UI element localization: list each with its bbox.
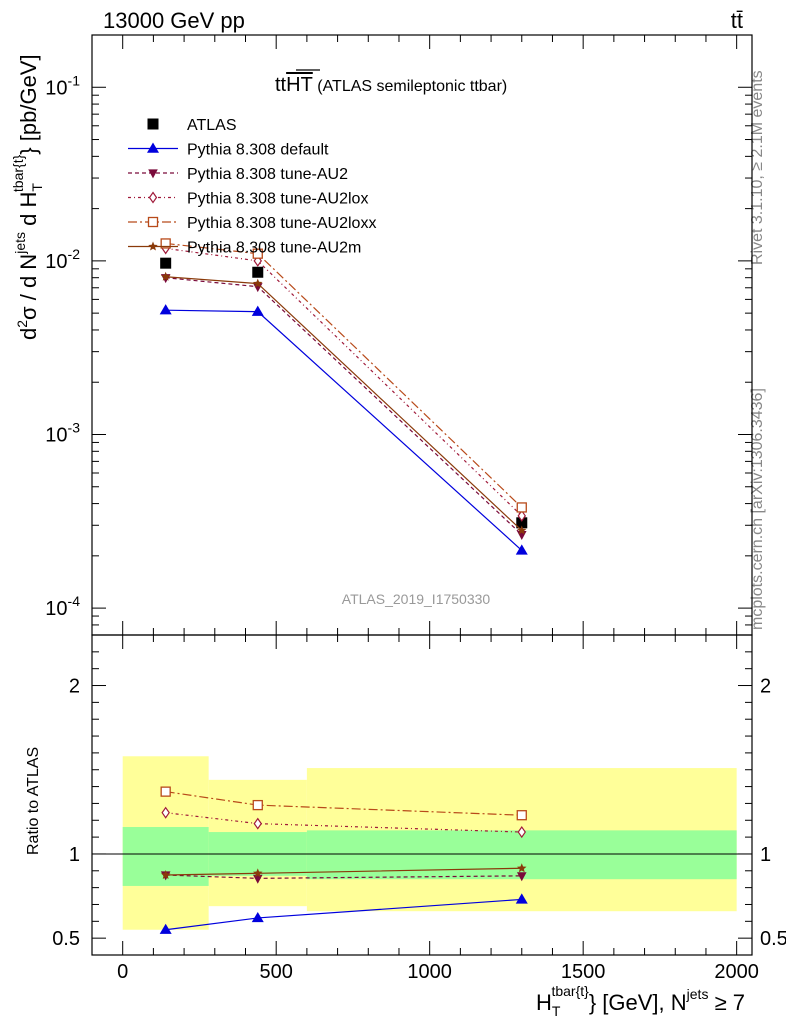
rivet-version-label: Rivet 3.1.10, ≥ 2.1M events xyxy=(749,70,766,265)
ratio-y-tick-label-right: 2 xyxy=(760,676,771,698)
ratio-point-pythia-8-308-tune-au2loxx xyxy=(516,810,527,821)
mcplots-label: mcplots.cern.ch [arXiv:1306.3436] xyxy=(749,388,766,630)
y-tick-label: 10-3 xyxy=(45,419,80,446)
data-point-pythia-8-308-tune-au2m xyxy=(517,525,527,535)
ratio-plot-frame xyxy=(91,634,753,956)
data-point-pythia-8-308-default xyxy=(159,304,172,315)
data-point-pythia-8-308-tune-au2m xyxy=(253,278,263,288)
legend-label: Pythia 8.308 tune-AU2m xyxy=(187,240,361,257)
plot-title: ttHT (ATLAS semileptonic ttbar) xyxy=(275,74,507,96)
legend-marker-atlas xyxy=(147,118,159,130)
ratio-point-pythia-8-308-tune-au2loxx xyxy=(160,786,171,797)
legend-marker-pythia-8-308-tune-au2lox xyxy=(148,191,158,204)
legend-marker-pythia-8-308-tune-au2 xyxy=(148,169,158,179)
header-right-label: tt̄ xyxy=(731,8,743,33)
data-point-pythia-8-308-tune-au2loxx xyxy=(160,238,171,249)
x-tick-label: 1000 xyxy=(407,961,452,983)
legend-label: Pythia 8.308 tune-AU2loxx xyxy=(187,215,376,232)
series-line-pythia-8-308-default xyxy=(165,309,523,551)
series-line-pythia-8-308-tune-au2 xyxy=(165,277,523,536)
ratio-point-pythia-8-308-tune-au2lox xyxy=(253,817,262,830)
data-point-pythia-8-308-default xyxy=(251,305,264,316)
ratio-point-pythia-8-308-tune-au2lox xyxy=(161,806,170,819)
x-axis-title: HTtbar{t}} [GeV], Njets ≥ 7 xyxy=(536,983,745,1019)
ratio-point-pythia-8-308-default xyxy=(515,893,528,904)
legend-label: ATLAS xyxy=(187,117,237,134)
y-axis-title: d2σ / d Njets d HTtbar{t}} [pb/GeV] xyxy=(10,54,45,340)
x-tick-label: 2000 xyxy=(714,961,759,983)
y-tick-label: 10-1 xyxy=(45,72,80,99)
series-line-pythia-8-308-tune-au2lox xyxy=(165,247,523,517)
ratio-point-pythia-8-308-tune-au2m xyxy=(253,868,263,878)
ratio-y-tick-label: 1 xyxy=(69,844,80,866)
legend-label: Pythia 8.308 tune-AU2 xyxy=(187,166,348,183)
ratio-y-tick-label-right: 1 xyxy=(760,844,771,866)
data-point-pythia-8-308-tune-au2lox xyxy=(517,509,526,522)
ratio-point-pythia-8-308-tune-au2loxx xyxy=(252,799,263,811)
ratio-y-tick-label: 0.5 xyxy=(52,928,80,950)
data-point-pythia-8-308-tune-au2m xyxy=(160,271,171,281)
main-plot-panel: 10-1 10-2 10-3 10-4 ttHT (ATLAS semileptonic… xyxy=(10,34,753,636)
header-left-label: 13000 GeV pp xyxy=(103,8,245,33)
data-point-atlas xyxy=(516,517,528,529)
legend-label: Pythia 8.308 default xyxy=(187,142,329,159)
ratio-y-tick-label-right: 0.5 xyxy=(760,928,786,950)
analysis-watermark: ATLAS_2019_I1750330 xyxy=(342,591,491,607)
ratio-y-tick-label: 2 xyxy=(69,676,80,698)
series-line-pythia-8-308-tune-au2m xyxy=(165,276,523,531)
data-point-pythia-8-308-default xyxy=(515,544,528,555)
ratio-point-pythia-8-308-tune-au2m xyxy=(517,863,527,873)
data-point-atlas xyxy=(252,266,264,278)
ratio-point-pythia-8-308-tune-au2lox xyxy=(517,826,526,839)
legend-label: Pythia 8.308 tune-AU2lox xyxy=(187,191,368,208)
legend-marker-pythia-8-308-default xyxy=(147,142,159,153)
legend-marker-pythia-8-308-tune-au2m xyxy=(148,241,158,251)
ratio-point-pythia-8-308-tune-au2m xyxy=(160,870,171,880)
x-tick-label: 0 xyxy=(117,961,128,983)
ratio-point-pythia-8-308-tune-au2 xyxy=(516,872,527,882)
x-tick-label: 500 xyxy=(259,961,292,983)
data-point-pythia-8-308-tune-au2loxx xyxy=(252,248,263,259)
legend-marker-pythia-8-308-tune-au2loxx xyxy=(147,216,159,228)
data-point-pythia-8-308-tune-au2loxx xyxy=(516,502,527,513)
data-point-atlas xyxy=(160,257,172,269)
ratio-point-pythia-8-308-default xyxy=(159,923,172,934)
y-tick-label: 10-4 xyxy=(45,593,80,620)
ratio-y-axis-title: Ratio to ATLAS xyxy=(25,747,42,855)
ratio-point-pythia-8-308-default xyxy=(251,911,264,923)
y-tick-label: 10-2 xyxy=(45,246,80,273)
series-line-pythia-8-308-tune-au2loxx xyxy=(165,242,523,508)
x-tick-label: 1500 xyxy=(561,961,606,983)
